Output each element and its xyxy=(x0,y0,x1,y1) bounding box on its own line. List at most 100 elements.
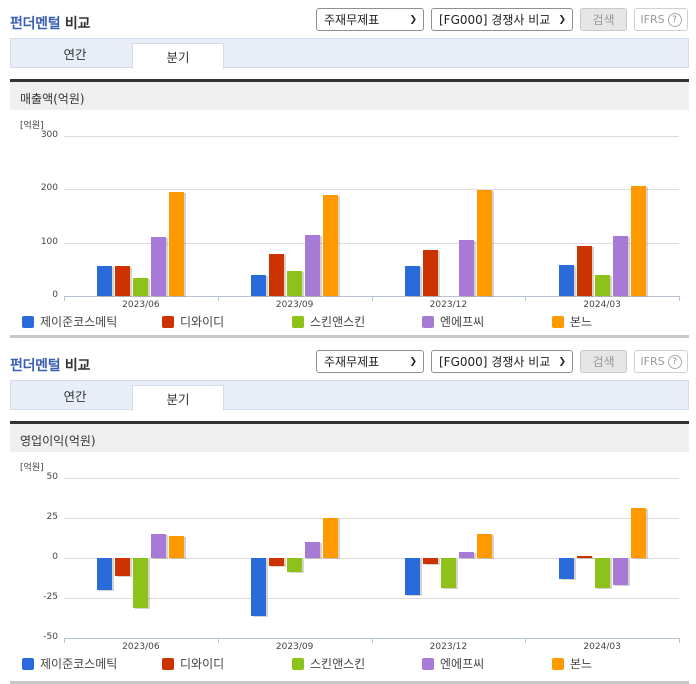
bar[interactable] xyxy=(576,556,592,558)
bar[interactable] xyxy=(305,234,321,296)
period-tabs: 연간 분기 xyxy=(10,38,689,69)
bar[interactable] xyxy=(115,266,131,296)
legend-label: 디와이디 xyxy=(180,315,225,329)
chevron-down-icon: ❯ xyxy=(409,356,417,367)
legend-item[interactable]: 디와이디 xyxy=(162,313,224,330)
period-tabs: 연간 분기 xyxy=(10,380,689,411)
legend-swatch-icon xyxy=(552,657,564,670)
bar[interactable] xyxy=(169,535,185,558)
panel-header: 펀더멘털 비교 주재무제표 ❯ [FG000] 경쟁사 비교 ❯ 검색 IFRS… xyxy=(0,0,696,38)
legend-item[interactable]: 디와이디 xyxy=(162,655,224,672)
bar[interactable] xyxy=(404,266,420,296)
tab-annual[interactable]: 연간 xyxy=(63,389,87,404)
bar[interactable] xyxy=(251,558,267,616)
help-icon[interactable]: ? xyxy=(667,12,682,27)
bar[interactable] xyxy=(287,558,303,573)
compare-select[interactable]: [FG000] 경쟁사 비교 ❯ xyxy=(431,8,573,31)
bar[interactable] xyxy=(576,246,592,296)
bar[interactable] xyxy=(305,542,321,558)
compare-select[interactable]: [FG000] 경쟁사 비교 ❯ xyxy=(431,350,573,373)
x-tick-label: 2023/12 xyxy=(429,300,468,310)
tab-annual[interactable]: 연간 xyxy=(63,47,87,62)
gridline xyxy=(64,136,679,137)
legend-label: 본느 xyxy=(570,315,593,329)
y-tick-label: 0 xyxy=(52,552,58,562)
bar[interactable] xyxy=(558,265,574,296)
bar[interactable] xyxy=(151,534,167,558)
x-tick-mark xyxy=(525,296,527,301)
bar[interactable] xyxy=(269,254,285,296)
controls: 주재무제표 ❯ [FG000] 경쟁사 비교 ❯ 검색 IFRS ? xyxy=(316,350,688,373)
ifrs-button[interactable]: IFRS ? xyxy=(634,350,688,373)
legend-item[interactable]: 엔에프씨 xyxy=(422,313,484,330)
bar[interactable] xyxy=(133,558,149,608)
statement-select[interactable]: 주재무제표 ❯ xyxy=(316,350,424,373)
search-button[interactable]: 검색 xyxy=(580,350,627,373)
legend-item[interactable]: 스킨앤스킨 xyxy=(292,313,365,330)
operating-profit-chart: [억원] -50 -25 0 25 50 2023/06 2023/09 2023/12 202… xyxy=(10,452,689,678)
bar[interactable] xyxy=(115,558,131,576)
bar[interactable] xyxy=(323,518,339,558)
legend-swatch-icon xyxy=(22,657,34,670)
bar[interactable] xyxy=(151,237,167,296)
bar[interactable] xyxy=(97,266,113,296)
bar[interactable] xyxy=(404,558,420,595)
bar[interactable] xyxy=(422,250,438,296)
bar[interactable] xyxy=(169,192,185,296)
gridline xyxy=(64,242,679,244)
x-tick-label: 2024/03 xyxy=(583,642,621,652)
tab-quarterly[interactable]: 분기 xyxy=(132,385,224,411)
title-rest: 비교 xyxy=(60,16,91,32)
bar[interactable] xyxy=(458,551,474,558)
tab-quarterly[interactable]: 분기 xyxy=(132,43,224,69)
bar[interactable] xyxy=(422,558,438,565)
legend-item[interactable]: 제이준코스메틱 xyxy=(22,655,117,672)
y-tick-label: 25 xyxy=(46,512,58,522)
title-highlight: 펀더멘털 xyxy=(10,358,61,374)
legend-item[interactable]: 본느 xyxy=(552,313,592,330)
bar[interactable] xyxy=(612,236,628,296)
legend-item[interactable]: 본느 xyxy=(552,655,592,672)
legend-item[interactable]: 스킨앤스킨 xyxy=(292,655,365,672)
help-icon[interactable]: ? xyxy=(667,354,682,369)
revenue-chart: [억원] 0 100 200 300 2023/06 2023/09 2023/12 2024… xyxy=(10,110,689,336)
y-unit-label: [억원] xyxy=(20,121,44,131)
bar[interactable] xyxy=(558,558,574,579)
title-highlight: 펀더멘털 xyxy=(10,16,61,32)
bar[interactable] xyxy=(323,194,339,296)
bar[interactable] xyxy=(476,190,492,296)
y-tick-label: 0 xyxy=(52,290,58,300)
x-tick-mark xyxy=(679,296,680,301)
x-tick-label: 2023/09 xyxy=(275,642,314,652)
bar[interactable] xyxy=(269,558,285,566)
bar[interactable] xyxy=(251,274,267,296)
legend-swatch-icon xyxy=(162,315,174,328)
ifrs-button[interactable]: IFRS ? xyxy=(634,8,688,31)
bar[interactable] xyxy=(630,185,646,296)
bar[interactable] xyxy=(287,271,303,296)
bar[interactable] xyxy=(458,240,474,296)
compare-select-value: [FG000] 경쟁사 비교 xyxy=(439,13,551,27)
legend-item[interactable]: 제이준코스메틱 xyxy=(22,313,117,330)
gridline xyxy=(64,189,679,191)
bar[interactable] xyxy=(97,558,113,590)
statement-select[interactable]: 주재무제표 ❯ xyxy=(316,8,424,31)
bar[interactable] xyxy=(630,508,646,558)
chevron-down-icon: ❯ xyxy=(558,356,566,367)
chart-subheading: 영업이익(억원) xyxy=(10,421,689,452)
legend-item[interactable]: 엔에프씨 xyxy=(422,655,484,672)
bar[interactable] xyxy=(476,534,492,558)
y-unit-label: [억원] xyxy=(20,463,44,473)
y-tick-label: 300 xyxy=(40,130,58,140)
bar[interactable] xyxy=(612,558,628,586)
bar[interactable] xyxy=(594,558,610,589)
statement-select-value: 주재무제표 xyxy=(324,13,380,27)
x-tick-label: 2023/06 xyxy=(122,300,160,310)
bar[interactable] xyxy=(594,274,610,296)
controls: 주재무제표 ❯ [FG000] 경쟁사 비교 ❯ 검색 IFRS ? xyxy=(316,8,688,31)
y-tick-label: 50 xyxy=(46,472,58,482)
bar[interactable] xyxy=(133,278,149,296)
panel-title: 펀더멘털 비교 xyxy=(10,355,90,375)
search-button[interactable]: 검색 xyxy=(580,8,627,31)
bar[interactable] xyxy=(440,558,456,589)
